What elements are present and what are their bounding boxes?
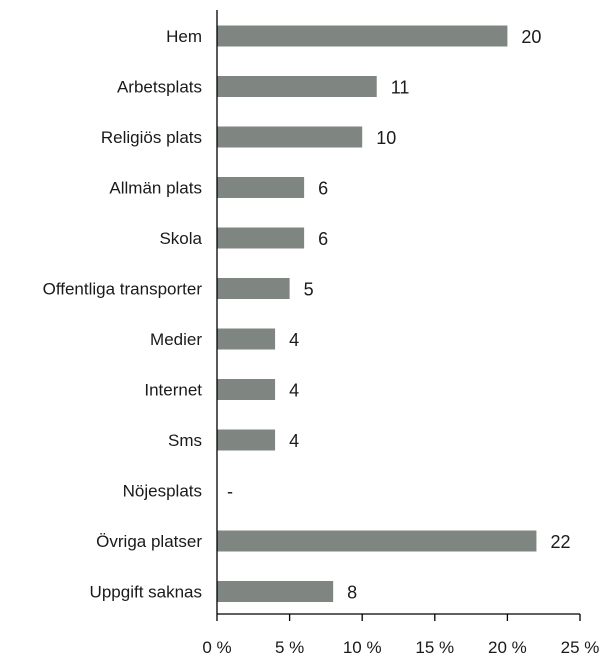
bar (217, 328, 276, 350)
value-label: 8 (347, 583, 357, 603)
bar (217, 379, 276, 400)
category-label: Övriga platser (96, 532, 202, 551)
bar (217, 278, 290, 299)
bar (217, 177, 305, 198)
bar (217, 429, 276, 451)
category-labels-group: Hem Arbetsplats Religiös plats Allmän plats… (43, 27, 203, 602)
x-tick-label: 25 % (561, 638, 600, 657)
x-tick-label: 0 % (202, 638, 231, 657)
value-labels-group: 20 11 10 6 6 5 4 4 4 - 22 8 (227, 27, 570, 603)
value-label: 4 (289, 381, 299, 401)
bar (217, 530, 537, 552)
bar (217, 25, 508, 47)
category-label: Hem (166, 27, 202, 46)
category-label: Internet (144, 381, 202, 400)
value-label: 10 (376, 128, 396, 148)
value-label: 5 (304, 280, 314, 300)
value-label: 22 (550, 532, 570, 552)
category-label: Sms (168, 431, 202, 450)
category-label: Medier (150, 330, 202, 349)
value-label: 4 (289, 431, 299, 451)
value-label: - (227, 482, 233, 502)
value-label: 4 (289, 330, 299, 350)
bar (217, 227, 305, 249)
axes-group (216, 10, 580, 615)
category-label: Arbetsplats (117, 78, 202, 97)
value-label: 20 (521, 27, 541, 47)
category-label: Nöjesplats (123, 482, 202, 501)
category-label: Skola (159, 229, 202, 248)
bars-group (217, 25, 537, 602)
category-label: Allmän plats (109, 179, 202, 198)
category-label: Uppgift saknas (90, 583, 202, 602)
x-tick-label: 10 % (343, 638, 382, 657)
x-ticks-group: 0 % 5 % 10 % 15 % 20 % 25 % (202, 614, 599, 657)
bar (217, 581, 334, 602)
x-tick-label: 15 % (415, 638, 454, 657)
bar (217, 76, 377, 97)
x-tick-label: 5 % (275, 638, 304, 657)
category-label: Offentliga transporter (43, 280, 203, 299)
bar (217, 126, 363, 148)
value-label: 11 (391, 78, 410, 98)
category-label: Religiös plats (101, 128, 202, 147)
value-label: 6 (318, 179, 328, 199)
value-label: 6 (318, 229, 328, 249)
x-tick-label: 20 % (488, 638, 527, 657)
